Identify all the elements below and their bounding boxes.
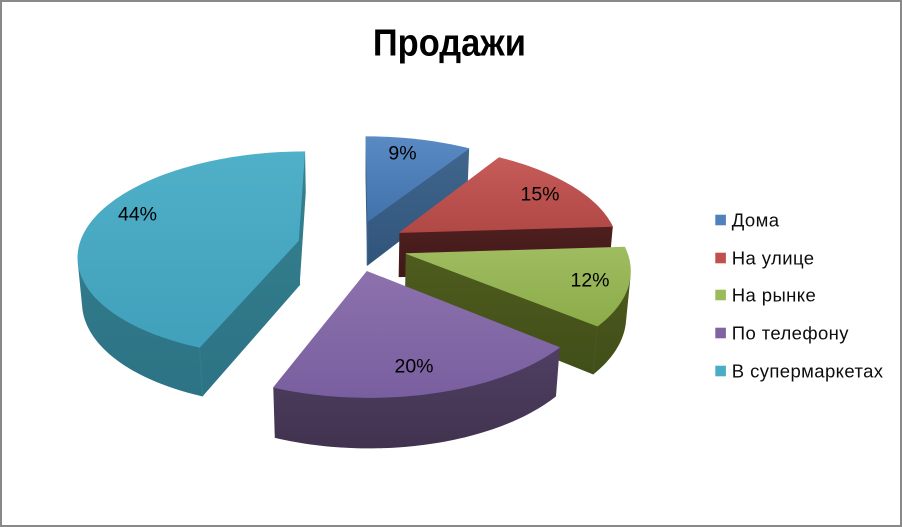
svg-text:44%: 44% (118, 204, 157, 226)
svg-text:В супермаркетах: В супермаркетах (732, 360, 884, 381)
svg-text:По телефону: По телефону (732, 322, 849, 343)
svg-text:Дома: Дома (732, 209, 780, 230)
svg-text:9%: 9% (388, 143, 416, 165)
svg-text:12%: 12% (570, 269, 609, 291)
svg-text:На улице: На улице (732, 247, 815, 268)
svg-text:На рынке: На рынке (732, 284, 816, 305)
svg-text:Продажи: Продажи (373, 22, 526, 64)
svg-text:20%: 20% (394, 355, 433, 377)
svg-text:15%: 15% (520, 183, 559, 205)
